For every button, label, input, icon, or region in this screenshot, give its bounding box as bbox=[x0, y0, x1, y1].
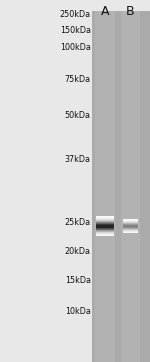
Bar bbox=[96, 218, 114, 219]
Bar bbox=[96, 222, 114, 223]
Bar bbox=[96, 233, 114, 234]
Bar bbox=[123, 222, 138, 223]
Text: 20kDa: 20kDa bbox=[65, 247, 91, 256]
Bar bbox=[123, 229, 138, 230]
Bar bbox=[96, 232, 114, 233]
Text: 150kDa: 150kDa bbox=[60, 26, 91, 35]
Bar bbox=[123, 225, 138, 226]
Bar bbox=[96, 231, 114, 232]
Bar bbox=[123, 228, 138, 229]
Text: 10kDa: 10kDa bbox=[65, 307, 91, 316]
Bar bbox=[123, 223, 138, 224]
Text: 50kDa: 50kDa bbox=[65, 111, 91, 120]
Bar bbox=[92, 11, 150, 362]
Text: 15kDa: 15kDa bbox=[65, 276, 91, 285]
Bar bbox=[96, 235, 114, 236]
Bar bbox=[96, 228, 114, 229]
Text: 37kDa: 37kDa bbox=[65, 155, 91, 164]
Bar bbox=[95, 11, 115, 362]
Bar bbox=[96, 223, 114, 224]
Bar bbox=[123, 221, 138, 222]
Bar bbox=[123, 226, 138, 227]
Bar bbox=[96, 234, 114, 235]
Text: 25kDa: 25kDa bbox=[65, 218, 91, 227]
Bar bbox=[123, 230, 138, 231]
Text: 250kDa: 250kDa bbox=[60, 10, 91, 19]
Bar bbox=[121, 11, 140, 362]
Bar bbox=[96, 229, 114, 230]
Bar bbox=[123, 224, 138, 225]
Bar bbox=[96, 227, 114, 228]
Bar bbox=[96, 219, 114, 220]
Text: A: A bbox=[101, 5, 109, 18]
Bar bbox=[123, 227, 138, 228]
Bar bbox=[123, 219, 138, 220]
Bar bbox=[96, 221, 114, 222]
Bar bbox=[96, 225, 114, 226]
Bar bbox=[96, 224, 114, 225]
Text: B: B bbox=[126, 5, 135, 18]
Text: 100kDa: 100kDa bbox=[60, 43, 91, 51]
Bar bbox=[123, 232, 138, 233]
Bar bbox=[96, 230, 114, 231]
Bar bbox=[123, 231, 138, 232]
Bar bbox=[96, 226, 114, 227]
Bar bbox=[96, 216, 114, 217]
Text: 75kDa: 75kDa bbox=[65, 75, 91, 84]
Bar bbox=[123, 220, 138, 221]
Bar bbox=[96, 220, 114, 221]
Bar bbox=[96, 217, 114, 218]
